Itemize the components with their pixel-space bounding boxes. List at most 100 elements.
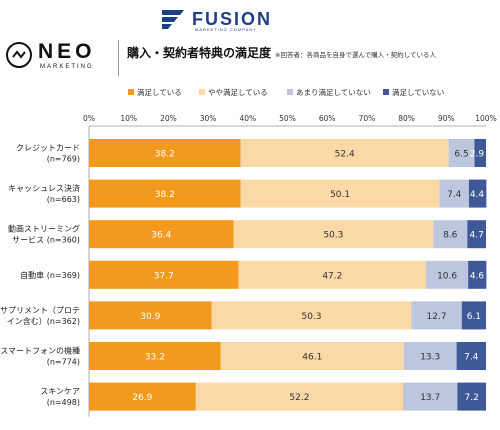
x-tick-label-6: 60% (319, 114, 336, 123)
category-label-4-1: イン含む）(n=362) (7, 316, 80, 326)
bar-segment-3-1 (238, 260, 427, 289)
data-label-4-3: 6.1 (467, 312, 481, 322)
bar-segment-5-0 (89, 342, 221, 370)
header-divider (118, 40, 119, 76)
data-label-6-3: 7.2 (465, 393, 479, 403)
bar-segment-3-2 (426, 260, 469, 289)
legend-swatch-2 (287, 89, 293, 95)
data-label-2-1: 50.3 (323, 231, 343, 241)
x-tick-label-1: 10% (120, 114, 137, 123)
chart-title: 購入・契約者特典の満足度 ※回答者：各商品を自身で選んで購入・契約している人 (127, 44, 436, 61)
data-label-0-1: 52.4 (335, 150, 355, 160)
data-label-3-0: 37.7 (154, 271, 174, 281)
category-label-4-0: サプリメント（プロテ (0, 306, 80, 315)
data-label-1-2: 7.4 (447, 190, 462, 200)
data-label-0-2: 6.5 (454, 150, 468, 160)
bar-segment-3-0 (89, 260, 239, 289)
data-label-3-3: 4.6 (470, 271, 485, 281)
bar-segment-5-2 (403, 342, 457, 370)
data-label-1-0: 38.2 (155, 190, 175, 200)
bar-segment-0-1 (240, 139, 449, 167)
legend-label-1: やや満足している (208, 88, 268, 97)
bar-segment-6-0 (89, 382, 196, 411)
bar-segment-0-0 (89, 139, 241, 167)
neo-circle-icon (6, 42, 32, 68)
x-tick-label-4: 40% (239, 114, 256, 123)
bar-segment-0-2 (448, 139, 475, 167)
category-label-1-1: (n=663) (47, 195, 80, 204)
x-tick-label-8: 80% (398, 114, 415, 123)
category-label-0-0: クレジットカード (16, 144, 80, 153)
fusion-tagline: MARKETING COMPANY (195, 27, 257, 32)
bar-segment-6-1 (195, 382, 404, 411)
neo-name: NEO (38, 40, 96, 63)
data-label-5-2: 13.3 (420, 353, 440, 363)
data-label-2-0: 36.4 (151, 231, 171, 241)
fusion-name: FUSION (192, 9, 273, 29)
x-tick-label-3: 30% (200, 114, 217, 123)
category-label-5-1: (n=774) (47, 358, 80, 367)
data-label-4-0: 30.9 (140, 312, 160, 322)
data-label-0-0: 38.2 (155, 150, 175, 160)
legend-swatch-3 (383, 89, 389, 95)
data-label-6-0: 26.9 (132, 393, 152, 403)
bar-segment-2-3 (467, 220, 486, 249)
bar-segment-1-2 (439, 179, 469, 208)
category-label-3-0: 自動車 (n=369) (20, 270, 80, 280)
x-tick-label-5: 50% (279, 114, 296, 123)
data-label-5-0: 33.2 (145, 353, 165, 363)
bar-segment-1-0 (89, 179, 241, 208)
data-label-4-1: 50.3 (301, 312, 321, 322)
bar-segment-6-3 (457, 382, 486, 411)
legend-label-3: 満足していない (392, 88, 444, 97)
data-label-5-1: 46.1 (302, 353, 322, 363)
neo-tagline: MARKETING (40, 64, 94, 70)
bar-segment-1-3 (468, 179, 487, 208)
data-label-3-1: 47.2 (322, 271, 342, 281)
bar-segment-2-1 (233, 220, 434, 249)
bar-segment-4-2 (411, 301, 462, 330)
legend-swatch-1 (199, 89, 205, 95)
respondent-note: ※回答者：各商品を自身で選んで購入・契約している人 (275, 51, 436, 59)
category-label-5-0: スマートフォンの機種 (0, 346, 80, 356)
x-tick-label-9: 90% (438, 114, 455, 123)
bar-segment-4-0 (89, 301, 212, 330)
data-label-5-3: 7.4 (464, 353, 479, 363)
x-tick-label-0: 0% (83, 114, 95, 123)
data-label-2-2: 8.6 (443, 231, 458, 241)
data-label-3-2: 10.6 (437, 271, 457, 281)
bar-segment-1-1 (240, 179, 440, 208)
x-tick-label-10: 100% (475, 114, 496, 123)
bar-segment-4-3 (461, 301, 486, 330)
legend-label-0: 満足している (137, 88, 182, 97)
category-label-0-1: (n=769) (47, 155, 80, 164)
bar-segment-5-1 (220, 342, 404, 370)
bar-segment-4-1 (211, 301, 412, 330)
fusion-mark-icon (162, 10, 184, 29)
x-tick-label-2: 20% (160, 114, 177, 123)
x-tick-label-7: 70% (359, 114, 376, 123)
bar-segment-2-0 (89, 220, 234, 249)
legend-label-2: あまり満足していない (296, 88, 371, 97)
data-label-6-1: 52.2 (289, 393, 309, 403)
category-label-2-0: 動画ストリーミング (8, 224, 80, 234)
bar-segment-3-3 (468, 260, 487, 289)
category-label-6-1: (n=498) (47, 398, 80, 407)
category-label-1-0: キャッシュレス決済 (8, 183, 80, 193)
data-label-1-1: 50.1 (330, 190, 350, 200)
chart-title-text: 購入・契約者特典の満足度 (127, 46, 272, 60)
data-label-0-3: 2.9 (470, 150, 485, 160)
legend-swatch-0 (128, 89, 134, 95)
data-label-4-2: 12.7 (427, 312, 447, 322)
fusion-logo: FUSION (160, 6, 272, 32)
data-label-2-3: 4.7 (470, 231, 484, 241)
category-label-2-1: サービス (n=360) (12, 236, 80, 245)
bar-segment-5-3 (456, 342, 486, 370)
bar-segment-0-3 (474, 139, 486, 167)
bar-segment-6-2 (403, 382, 458, 411)
data-label-6-2: 13.7 (420, 393, 440, 403)
bar-segment-2-2 (433, 220, 468, 249)
category-label-6-0: スキンケア (40, 387, 80, 396)
neo-logo: NEO MARKETING (6, 40, 114, 80)
